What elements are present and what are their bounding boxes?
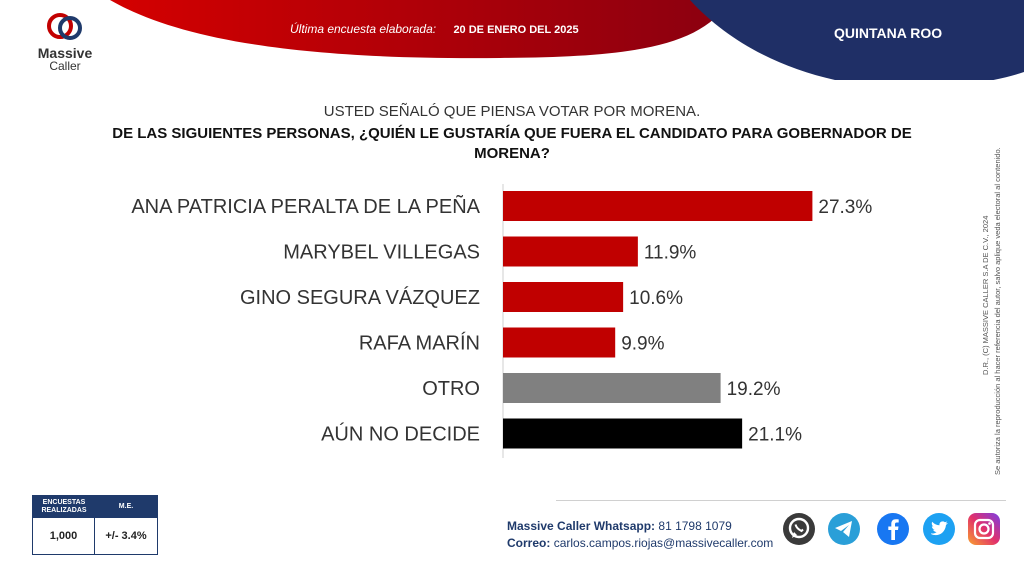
value-label: 27.3% bbox=[818, 197, 872, 218]
survey-date: Última encuesta elaborada: 20 DE ENERO D… bbox=[290, 22, 579, 36]
value-label: 19.2% bbox=[727, 379, 781, 400]
question-preface: USTED SEÑALÓ QUE PIENSA VOTAR POR MORENA… bbox=[323, 103, 701, 120]
value-label: 21.1% bbox=[748, 425, 802, 446]
whatsapp-label: Massive Caller Whatsapp: bbox=[507, 519, 656, 533]
whatsapp-number[interactable]: 81 1798 1079 bbox=[658, 519, 732, 533]
survey-date-label: Última encuesta elaborada: bbox=[290, 22, 437, 36]
logo-mark-icon bbox=[47, 13, 82, 40]
contact-info: Massive Caller Whatsapp: 81 1798 1079 Co… bbox=[507, 518, 773, 552]
stats-value-surveys: 1,000 bbox=[33, 518, 95, 554]
bar bbox=[503, 236, 638, 267]
question-title: DE LAS SIGUIENTES PERSONAS, ¿QUIÉN LE GU… bbox=[112, 125, 912, 162]
survey-stats-table: ENCUESTAS REALIZADAS M.E. 1,000 +/- 3.4% bbox=[32, 495, 158, 555]
brand-logo: Massive Caller bbox=[30, 10, 100, 90]
category-label: ANA PATRICIA PERALTA DE LA PEÑA bbox=[131, 194, 480, 218]
facebook-icon[interactable] bbox=[876, 512, 910, 546]
bar bbox=[503, 418, 743, 449]
value-label: 9.9% bbox=[621, 334, 664, 355]
value-label: 10.6% bbox=[629, 288, 683, 309]
bar-chart: ANA PATRICIA PERALTA DE LA PEÑA 27.3% MARY… bbox=[131, 184, 872, 458]
header-band bbox=[110, 0, 1024, 80]
category-label: GINO SEGURA VÁZQUEZ bbox=[240, 286, 480, 309]
category-label: RAFA MARÍN bbox=[359, 332, 480, 355]
email-address[interactable]: carlos.campos.riojas@massivecaller.com bbox=[553, 536, 774, 550]
telegram-icon[interactable] bbox=[827, 512, 861, 546]
email-label: Correo: bbox=[507, 536, 551, 550]
bar bbox=[503, 327, 616, 358]
bar bbox=[503, 373, 721, 403]
stats-header-surveys: ENCUESTAS REALIZADAS bbox=[33, 496, 95, 518]
stats-value-margin: +/- 3.4% bbox=[105, 530, 147, 542]
category-label: OTRO bbox=[422, 378, 480, 400]
bar bbox=[503, 282, 624, 312]
twitter-icon[interactable] bbox=[922, 512, 956, 546]
category-label: AÚN NO DECIDE bbox=[321, 423, 480, 446]
footer-divider bbox=[556, 500, 1006, 501]
region-label: QUINTANA ROO bbox=[834, 25, 943, 41]
survey-date-value: 20 DE ENERO DEL 2025 bbox=[453, 24, 579, 36]
copyright-line-2: Se autoriza la reproducción al hacer ref… bbox=[993, 147, 1002, 475]
instagram-icon[interactable] bbox=[967, 512, 1001, 546]
copyright-line-1: D.R., (C) MASSIVE CALLER S.A DE C.V., 20… bbox=[981, 215, 990, 375]
logo-subtitle: Caller bbox=[49, 59, 81, 73]
category-label: MARYBEL VILLEGAS bbox=[283, 242, 480, 264]
bar bbox=[503, 191, 813, 221]
stats-header-margin: M.E. bbox=[95, 496, 157, 518]
value-label: 11.9% bbox=[644, 243, 697, 264]
whatsapp-icon[interactable] bbox=[782, 512, 816, 546]
logo-name: Massive bbox=[37, 45, 93, 61]
